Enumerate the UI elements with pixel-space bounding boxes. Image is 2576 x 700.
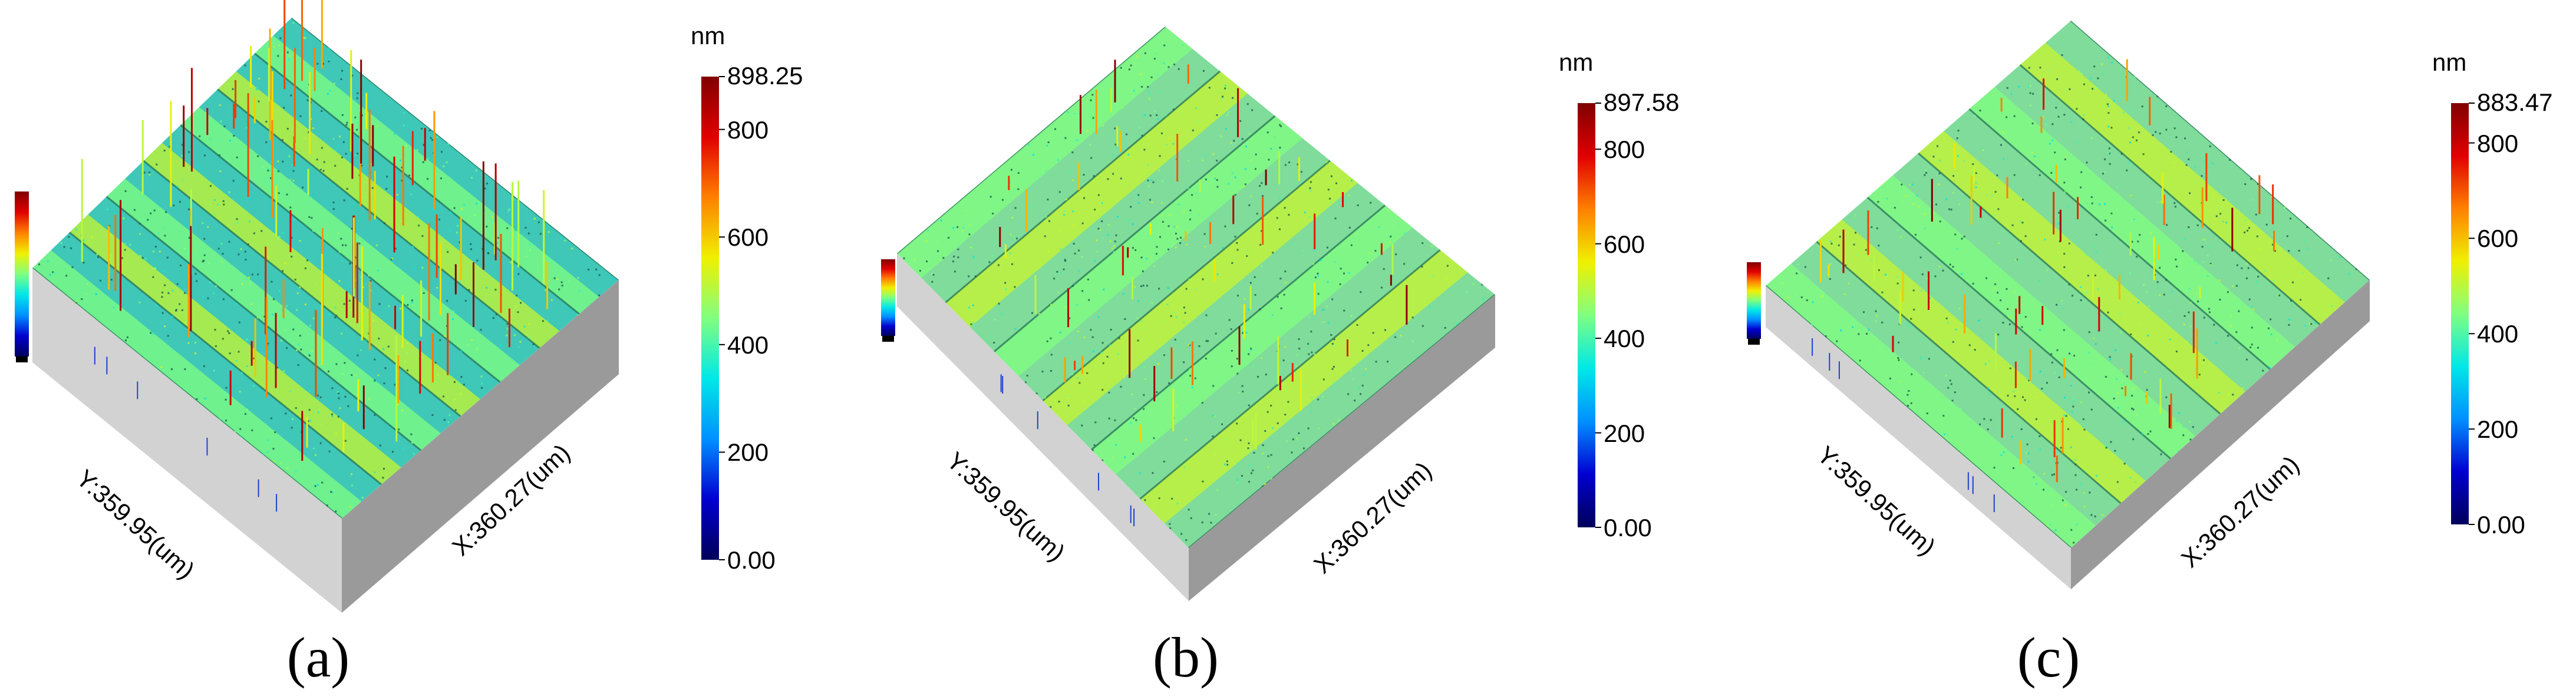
colorbar-tick: 600	[2477, 224, 2519, 253]
colorbar-tick: 0.00	[727, 546, 776, 574]
colorbar-gradient	[2451, 103, 2469, 524]
afm-panel-c: Y:359.95(um) X:360.27(um) nm 883.47 800 …	[1717, 0, 2576, 700]
block-side-left	[897, 253, 1189, 601]
afm-3d-surface-a	[15, 0, 725, 613]
colorbar-tick: 400	[2477, 320, 2519, 348]
block-side-left	[32, 268, 342, 613]
panel-caption: (b)	[1153, 626, 1219, 689]
afm-panel-b: Y:359.95(um) X:360.27(um) nm 897.58 800 …	[859, 0, 1717, 700]
colorbar-max: 897.58	[1604, 88, 1680, 116]
block-side-right	[2071, 280, 2370, 589]
colorbar-tick: 200	[727, 438, 769, 467]
colorbar-tick: 200	[1604, 419, 1645, 447]
afm-3d-surface-b	[881, 27, 1601, 601]
colorbar-gradient	[701, 77, 719, 560]
afm-3d-surface-c	[1747, 21, 2475, 589]
block-side-right	[1189, 295, 1495, 601]
surface-spikes	[1812, 59, 2275, 513]
surface-spikes	[81, 0, 549, 512]
colorbar-tick: 0.00	[1604, 514, 1652, 541]
colorbar-tick: 400	[1604, 325, 1645, 353]
panel-caption: (a)	[286, 626, 350, 689]
mini-colorbar-icon	[1747, 262, 1761, 339]
mini-colorbar-icon	[15, 191, 29, 356]
colorbar-unit: nm	[1559, 48, 1594, 76]
colorbar-tick: 0.00	[2477, 511, 2525, 539]
colorbar-tick: 600	[1604, 230, 1645, 258]
colorbar-gradient	[1578, 103, 1595, 527]
colorbar-unit: nm	[691, 22, 725, 49]
block-side-right	[342, 280, 619, 613]
block-side-left	[1766, 286, 2071, 589]
colorbar-tick: 800	[1604, 136, 1645, 164]
colorbar-tick: 200	[2477, 415, 2519, 444]
afm-panel-a: Y:359.95(um) X:360.27(um) nm 898.25 800 …	[0, 0, 859, 700]
mini-colorbar-icon	[881, 259, 895, 336]
colorbar-tick: 400	[727, 331, 769, 359]
colorbar-tick: 600	[727, 223, 769, 252]
colorbar-max: 883.47	[2477, 88, 2553, 116]
colorbar-tick: 800	[727, 115, 769, 144]
colorbar-tick: 800	[2477, 129, 2519, 157]
panel-caption: (c)	[2017, 626, 2080, 689]
colorbar-unit: nm	[2432, 48, 2467, 76]
surface-top	[32, 18, 619, 519]
surface-spikes	[999, 60, 1408, 527]
colorbar-max: 898.25	[727, 62, 803, 90]
